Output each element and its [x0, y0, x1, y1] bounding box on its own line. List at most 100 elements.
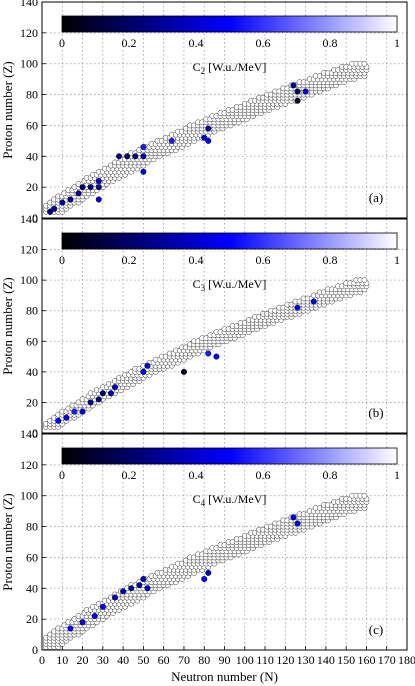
- highlight-point: [95, 177, 102, 184]
- x-tick-label: 10: [56, 653, 68, 667]
- colorbar-tick-label: 0.2: [122, 36, 137, 50]
- y-tick-label: 120: [20, 243, 38, 257]
- highlight-point: [144, 362, 151, 369]
- highlight-point: [99, 390, 106, 397]
- y-tick-label: 120: [20, 458, 38, 472]
- highlight-point: [205, 137, 212, 144]
- highlight-point: [140, 153, 147, 160]
- colorbar-tick-label: 0.8: [323, 468, 338, 482]
- y-tick-label: 80: [26, 88, 38, 102]
- x-axis-title: Neutron number (N): [171, 669, 278, 684]
- highlight-point: [302, 88, 309, 95]
- highlight-point: [79, 408, 86, 415]
- highlight-point: [95, 196, 102, 203]
- highlight-point: [124, 153, 131, 160]
- y-tick-label: 40: [26, 581, 38, 595]
- x-tick-label: 20: [77, 653, 89, 667]
- colorbar-tick-label: 0.4: [189, 36, 204, 50]
- highlight-point: [79, 184, 86, 191]
- y-tick-label: 60: [26, 118, 38, 132]
- y-tick-label: 20: [26, 612, 38, 626]
- y-tick-label: 100: [20, 57, 38, 71]
- colorbar-title: C2 [W.u./MeV]: [193, 60, 267, 76]
- highlight-point: [168, 137, 175, 144]
- colorbar: [61, 232, 398, 250]
- colorbar-tick-label: 1: [394, 253, 400, 267]
- highlight-point: [294, 88, 301, 95]
- highlight-point: [79, 619, 86, 626]
- x-tick-label: 0: [39, 653, 45, 667]
- colorbar-title: C4 [W.u./MeV]: [193, 492, 267, 508]
- nuclide-point: [361, 60, 368, 67]
- colorbar-tick-label: 0.8: [323, 36, 338, 50]
- y-tick-label: 0: [32, 643, 38, 657]
- y-tick-label: 20: [26, 395, 38, 409]
- highlight-point: [294, 97, 301, 104]
- highlight-point: [201, 134, 208, 141]
- highlight-point: [205, 125, 212, 132]
- colorbar-tick-label: 0.2: [122, 468, 137, 482]
- highlight-point: [128, 585, 135, 592]
- highlight-point: [116, 153, 123, 160]
- y-tick-label: 140: [20, 427, 38, 441]
- highlight-point: [87, 399, 94, 406]
- highlight-point: [111, 384, 118, 391]
- panel-label: (a): [369, 190, 383, 205]
- x-tick-label: 80: [198, 653, 210, 667]
- colorbar-tick-label: 0.2: [122, 253, 137, 267]
- x-tick-label: 120: [276, 653, 294, 667]
- x-tick-label: 160: [357, 653, 375, 667]
- highlight-point: [180, 368, 187, 375]
- plot-frame: [41, 1, 408, 219]
- highlight-point: [111, 594, 118, 601]
- highlight-point: [140, 368, 147, 375]
- highlight-point: [51, 205, 58, 212]
- y-tick-label: 120: [20, 26, 38, 40]
- x-tick-label: 70: [178, 653, 190, 667]
- colorbar-tick-label: 0: [59, 36, 65, 50]
- x-tick-label: 170: [378, 653, 396, 667]
- highlight-point: [205, 350, 212, 357]
- x-tick-label: 30: [97, 653, 109, 667]
- y-tick-label: 80: [26, 520, 38, 534]
- y-tick-label: 60: [26, 550, 38, 564]
- highlight-point: [67, 196, 74, 203]
- x-tick-label: 150: [337, 653, 355, 667]
- colorbar-tick-label: 0.4: [189, 253, 204, 267]
- highlight-point: [67, 625, 74, 632]
- colorbar-tick-label: 0: [59, 253, 65, 267]
- highlight-point: [47, 208, 54, 215]
- y-axis-title: Proton number (Z): [0, 493, 15, 590]
- colorbar-tick-label: 0.4: [189, 468, 204, 482]
- panel-a: 0 20 40 60 80 100 120 140 Proton number (Z) 0 0.2 0…: [0, 0, 408, 225]
- y-tick-label: 0: [32, 211, 38, 225]
- highlight-point: [91, 613, 98, 620]
- highlight-point: [87, 184, 94, 191]
- highlight-point: [144, 585, 151, 592]
- y-tick-label: 40: [26, 365, 38, 379]
- highlight-point: [294, 304, 301, 311]
- highlight-point: [95, 396, 102, 403]
- highlight-point: [99, 603, 106, 610]
- highlight-point: [63, 414, 70, 421]
- x-tick-label: 110: [256, 653, 274, 667]
- highlight-point: [294, 520, 301, 527]
- highlight-point: [140, 144, 147, 151]
- highlight-point: [71, 408, 78, 415]
- x-tick-label: 100: [236, 653, 254, 667]
- x-tick-label: 140: [317, 653, 335, 667]
- nuclide-point: [361, 277, 368, 283]
- highlight-point: [136, 582, 143, 589]
- colorbar-tick-label: 0.6: [256, 253, 271, 267]
- y-axis-title: Proton number (Z): [0, 277, 15, 374]
- colorbar-tick-label: 1: [394, 468, 400, 482]
- highlight-point: [205, 569, 212, 576]
- highlight-point: [310, 298, 317, 305]
- highlight-point: [59, 199, 66, 206]
- y-tick-label: 100: [20, 489, 38, 503]
- colorbar-tick-label: 0.8: [323, 253, 338, 267]
- colorbar-tick-label: 0.6: [256, 468, 271, 482]
- highlight-point: [55, 417, 62, 424]
- colorbar: [61, 447, 398, 465]
